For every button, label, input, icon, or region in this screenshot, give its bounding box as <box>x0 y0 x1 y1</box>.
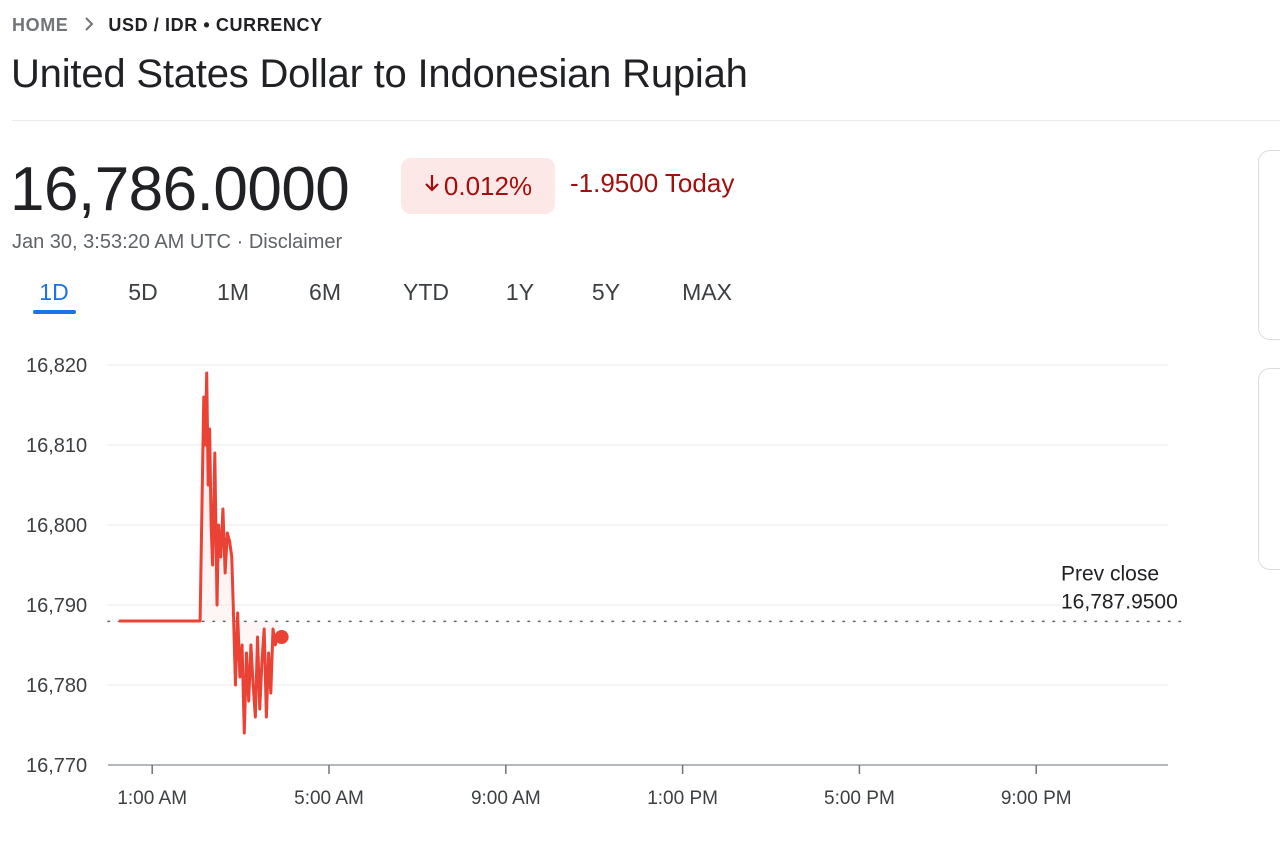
y-tick-label: 16,780 <box>26 675 87 697</box>
side-panel-card <box>1258 368 1280 570</box>
breadcrumb: HOME USD / IDR • CURRENCY <box>12 15 323 36</box>
timestamp: Jan 30, 3:53:20 AM UTC <box>12 231 232 253</box>
x-tick-label: 9:00 PM <box>1001 788 1072 809</box>
x-tick-label: 9:00 AM <box>471 788 541 809</box>
series-line <box>119 371 280 735</box>
current-price: 16,786.0000 <box>10 155 350 224</box>
y-tick-label: 16,800 <box>26 515 87 537</box>
timestamp-line: Jan 30, 3:53:20 AM UTC · Disclaimer <box>12 231 342 254</box>
x-tick-label: 1:00 PM <box>647 788 718 809</box>
tab-5d[interactable]: 5D <box>128 279 158 305</box>
arrow-down-icon <box>424 173 440 199</box>
change-percent-badge: 0.012% <box>401 158 555 214</box>
price-chart[interactable]: 16,820 16,810 16,800 16,790 16,780 16,770 1:00… <box>0 340 1280 820</box>
tab-max[interactable]: MAX <box>682 279 732 305</box>
chevron-right-icon <box>84 16 94 36</box>
x-tick-label: 5:00 PM <box>824 788 895 809</box>
breadcrumb-home-link[interactable]: HOME <box>12 15 69 35</box>
tab-ytd[interactable]: YTD <box>403 279 449 305</box>
current-point-marker <box>274 630 289 644</box>
y-tick-label: 16,790 <box>26 595 87 617</box>
side-panel-card <box>1258 150 1280 340</box>
y-tick-label: 16,820 <box>26 355 87 377</box>
breadcrumb-current: USD / IDR • CURRENCY <box>108 15 323 35</box>
timestamp-separator: · <box>236 231 244 253</box>
prev-close-value: 16,787.9500 <box>1061 590 1178 613</box>
prev-close-label: Prev close <box>1061 562 1159 585</box>
y-tick-label: 16,770 <box>26 755 87 777</box>
tab-6m[interactable]: 6M <box>309 279 341 305</box>
page-title: United States Dollar to Indonesian Rupia… <box>11 52 748 96</box>
y-tick-label: 16,810 <box>26 435 87 457</box>
tab-1d[interactable]: 1D <box>39 279 69 305</box>
change-percent: 0.012% <box>443 170 533 201</box>
tab-1m[interactable]: 1M <box>217 279 249 305</box>
change-today: -1.9500 Today <box>570 168 735 198</box>
x-tick-label: 5:00 AM <box>294 788 364 809</box>
title-divider <box>12 120 1280 121</box>
disclaimer-link[interactable]: Disclaimer <box>248 231 343 253</box>
active-tab-indicator <box>33 310 76 314</box>
tab-1y[interactable]: 1Y <box>505 279 535 305</box>
tab-5y[interactable]: 5Y <box>591 279 621 305</box>
x-tick-label: 1:00 AM <box>117 788 187 809</box>
